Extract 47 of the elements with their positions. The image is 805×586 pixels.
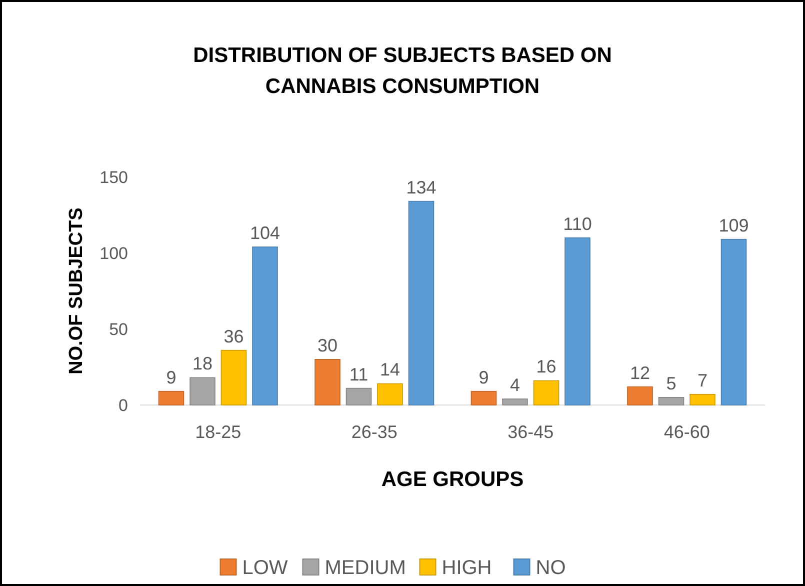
legend-label: MEDIUM xyxy=(324,557,406,579)
chart-title: DISTRIBUTION OF SUBJECTS BASED ON CANNABIS CONSUMPTION xyxy=(193,44,612,98)
bar xyxy=(564,237,590,406)
data-label: 14 xyxy=(380,360,400,380)
data-label: 9 xyxy=(478,367,489,388)
data-label: 5 xyxy=(666,373,676,394)
data-label: 7 xyxy=(697,370,708,390)
bar xyxy=(408,200,434,406)
data-label: 4 xyxy=(510,374,520,395)
data-label: 12 xyxy=(630,362,650,383)
data-label: 104 xyxy=(250,222,280,243)
data-label: 9 xyxy=(166,367,176,388)
bar xyxy=(190,377,216,406)
x-tick-label: 46-60 xyxy=(664,422,710,442)
legend-label: LOW xyxy=(242,557,288,579)
data-label: 36 xyxy=(224,326,244,346)
data-label: 109 xyxy=(718,215,749,236)
legend-label: NO xyxy=(536,557,566,579)
y-tick-label: 0 xyxy=(118,396,128,415)
bar xyxy=(377,383,403,406)
bar xyxy=(502,398,528,406)
y-tick-label: 50 xyxy=(109,320,128,339)
bar xyxy=(470,390,497,406)
bar xyxy=(720,238,747,406)
legend-label: HIGH xyxy=(442,557,492,579)
data-label: 18 xyxy=(192,354,213,374)
y-tick-label: 150 xyxy=(100,168,128,187)
data-label: 11 xyxy=(349,364,368,384)
data-label: 110 xyxy=(563,214,592,234)
x-tick-label: 26-35 xyxy=(351,422,398,442)
y-axis-title: NO.OF SUBJECTS xyxy=(66,208,87,374)
data-label: 134 xyxy=(406,177,436,198)
y-tick-label: 100 xyxy=(100,244,128,263)
x-tick-label: 18-25 xyxy=(195,422,242,442)
bar xyxy=(158,390,184,406)
bar xyxy=(627,386,653,406)
bar xyxy=(252,246,278,406)
x-axis-title: AGE GROUPS xyxy=(381,468,524,491)
bar xyxy=(314,359,340,406)
data-label: 30 xyxy=(317,335,338,356)
bar xyxy=(690,394,716,406)
bar xyxy=(220,350,247,406)
bar xyxy=(346,388,372,406)
bar xyxy=(533,380,560,406)
x-tick-label: 36-45 xyxy=(508,422,554,442)
bar xyxy=(658,397,684,406)
data-label: 16 xyxy=(536,356,556,377)
